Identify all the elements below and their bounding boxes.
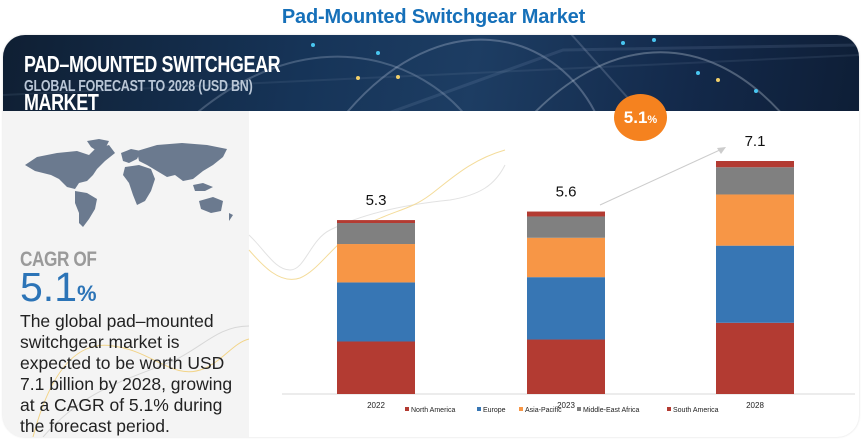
bar-segment-north-america-2022 bbox=[337, 341, 415, 394]
legend-label: South America bbox=[673, 407, 719, 414]
x-tick-label: 2022 bbox=[367, 401, 385, 410]
decorative-curves bbox=[32, 325, 249, 437]
bar-segment-south-america-2028 bbox=[716, 161, 794, 168]
bar-segment-middle-east-africa-2023 bbox=[527, 216, 605, 238]
header-banner: PAD–MOUNTED SWITCHGEAR MARKET GLOBAL FOR… bbox=[3, 35, 859, 111]
legend-label: Europe bbox=[483, 407, 506, 414]
growth-rate-number: 5.1 bbox=[623, 108, 648, 127]
bar-total-label: 5.3 bbox=[366, 192, 387, 209]
page-title: Pad-Mounted Switchgear Market bbox=[281, 6, 586, 28]
cagr-value: 5.1% bbox=[20, 266, 97, 315]
banner-title-line2: MARKET bbox=[24, 89, 99, 112]
bar-total-label: 7.1 bbox=[745, 133, 766, 150]
bar-segment-asia-pacific-2028 bbox=[716, 194, 794, 246]
legend-swatch bbox=[667, 407, 671, 411]
legend-swatch bbox=[477, 407, 481, 411]
market-description: The global pad–mounted switchgear market… bbox=[20, 311, 233, 436]
legend-label: North America bbox=[411, 407, 455, 414]
legend-swatch bbox=[405, 407, 409, 411]
bar-segment-north-america-2028 bbox=[716, 322, 794, 394]
growth-rate-bubble: 5.1% bbox=[614, 94, 667, 141]
legend-swatch bbox=[519, 407, 523, 411]
bar-segment-europe-2023 bbox=[527, 277, 605, 340]
world-map-icon bbox=[25, 139, 233, 227]
legend-label: Middle-East Africa bbox=[583, 407, 640, 414]
growth-rate-percent-sign: % bbox=[647, 114, 658, 126]
bar-segment-asia-pacific-2023 bbox=[527, 237, 605, 278]
banner-title: PAD–MOUNTED SWITCHGEAR MARKET bbox=[24, 51, 281, 112]
bar-total-label: 5.6 bbox=[556, 184, 577, 201]
legend-swatch bbox=[577, 407, 581, 411]
banner-title-line1: PAD–MOUNTED SWITCHGEAR bbox=[24, 51, 281, 77]
x-tick-label: 2023 bbox=[557, 401, 575, 410]
bar-segment-north-america-2023 bbox=[527, 339, 605, 394]
growth-arrow bbox=[599, 148, 723, 206]
cagr-label: CAGR OF bbox=[20, 248, 97, 271]
banner-subtitle: GLOBAL FORECAST TO 2028 (USD BN) bbox=[24, 78, 253, 95]
bar-segment-asia-pacific-2022 bbox=[337, 244, 415, 283]
bar-segment-middle-east-africa-2022 bbox=[337, 223, 415, 245]
growth-arrowhead-icon bbox=[717, 147, 726, 154]
cagr-number: 5.1 bbox=[20, 264, 77, 310]
bar-segment-europe-2028 bbox=[716, 245, 794, 323]
bar-segment-europe-2022 bbox=[337, 282, 415, 342]
bar-segment-middle-east-africa-2028 bbox=[716, 167, 794, 195]
x-tick-label: 2028 bbox=[746, 401, 764, 410]
banner-background-art bbox=[3, 35, 859, 111]
cagr-percent-sign: % bbox=[77, 281, 97, 306]
bar-segment-south-america-2023 bbox=[527, 211, 605, 217]
summary-panel: CAGR OF 5.1% The global pad–mounted swit… bbox=[3, 111, 249, 437]
legend-label: Asia-Pacific bbox=[525, 407, 562, 414]
bar-segment-south-america-2022 bbox=[337, 220, 415, 224]
